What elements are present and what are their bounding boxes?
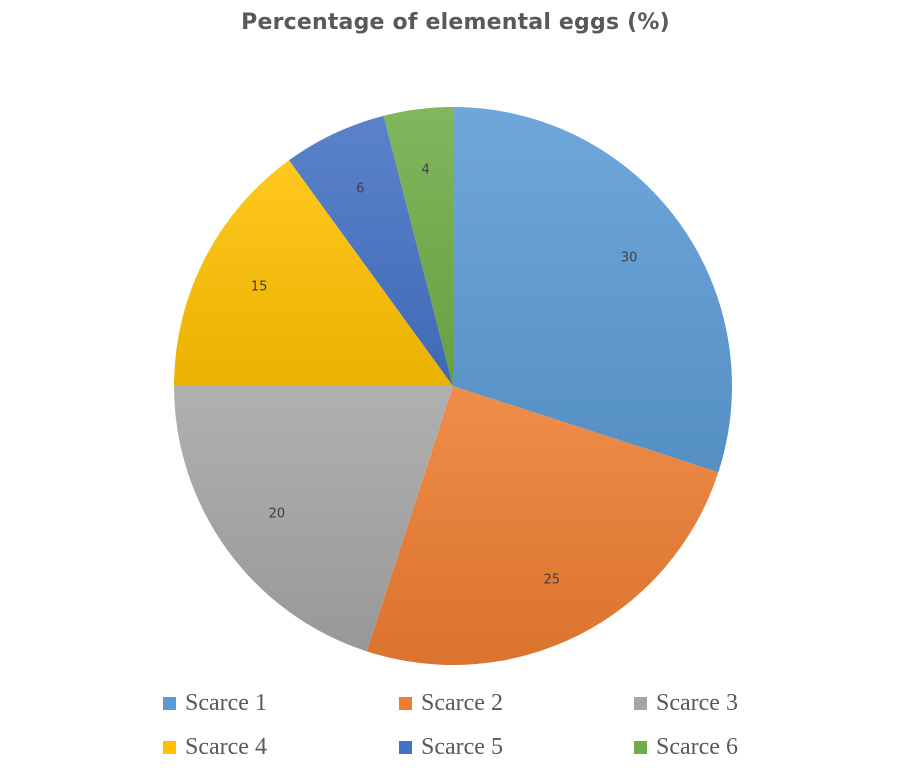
pie-data-labels: 30 25 20 15 6 4 bbox=[251, 163, 638, 588]
legend-label: Scarce 3 bbox=[656, 689, 738, 716]
legend-item-scarce-2[interactable]: Scarce 2 bbox=[399, 688, 503, 718]
legend-item-scarce-4[interactable]: Scarce 4 bbox=[163, 732, 267, 762]
legend-label: Scarce 1 bbox=[185, 689, 267, 716]
legend-item-scarce-6[interactable]: Scarce 6 bbox=[634, 732, 738, 762]
data-label-scarce-3: 20 bbox=[269, 506, 286, 521]
legend-swatch bbox=[399, 696, 412, 710]
legend-swatch bbox=[163, 696, 176, 710]
legend-label: Scarce 6 bbox=[656, 733, 738, 760]
data-label-scarce-2: 25 bbox=[544, 572, 561, 587]
legend-swatch bbox=[634, 740, 647, 754]
legend-swatch bbox=[163, 740, 176, 754]
legend-swatch bbox=[634, 696, 647, 710]
pie-slice-scarce-4[interactable] bbox=[174, 160, 453, 386]
chart-title: Percentage of elemental eggs (%) bbox=[241, 10, 670, 35]
pie-slice-scarce-2[interactable] bbox=[366, 386, 719, 665]
pie-slice-scarce-6[interactable] bbox=[383, 107, 453, 386]
legend-label: Scarce 4 bbox=[185, 733, 267, 760]
pie-slice-scarce-5[interactable] bbox=[289, 115, 453, 387]
pie-slice-scarce-3[interactable] bbox=[174, 386, 453, 652]
legend: Scarce 1 Scarce 2 Scarce 3 Scarce 4 Scar… bbox=[0, 680, 911, 770]
legend-label: Scarce 2 bbox=[421, 689, 503, 716]
data-label-scarce-5: 6 bbox=[356, 182, 364, 197]
data-label-scarce-6: 4 bbox=[422, 163, 430, 178]
pie-slice-scarce-1[interactable] bbox=[453, 107, 732, 473]
legend-item-scarce-5[interactable]: Scarce 5 bbox=[399, 732, 503, 762]
pie-slices bbox=[174, 107, 732, 665]
legend-swatch bbox=[399, 740, 412, 754]
data-label-scarce-1: 30 bbox=[621, 251, 638, 266]
legend-item-scarce-1[interactable]: Scarce 1 bbox=[163, 688, 267, 718]
data-label-scarce-4: 15 bbox=[251, 280, 268, 295]
legend-item-scarce-3[interactable]: Scarce 3 bbox=[634, 688, 738, 718]
legend-label: Scarce 5 bbox=[421, 733, 503, 760]
